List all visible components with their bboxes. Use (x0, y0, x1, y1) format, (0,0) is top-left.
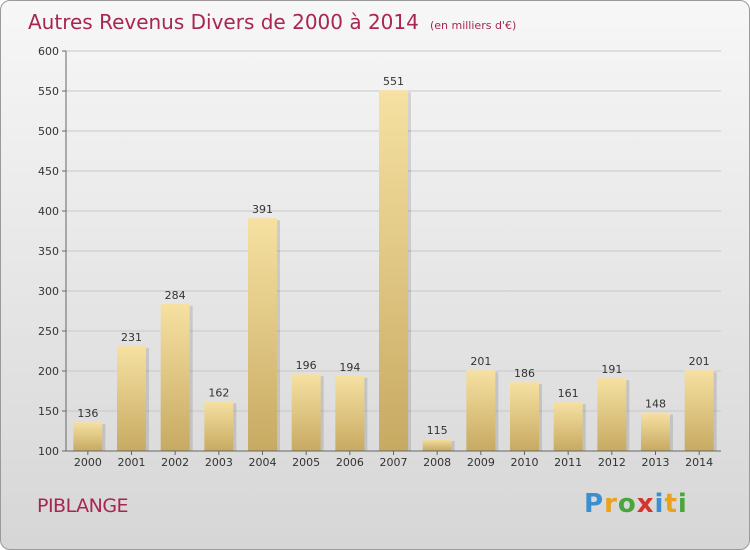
value-label: 186 (514, 367, 535, 380)
x-tick-label: 2005 (292, 456, 320, 469)
chart-title: Autres Revenus Divers de 2000 à 2014 (28, 10, 419, 34)
y-tick-label: 400 (38, 205, 59, 218)
x-tick-label: 2000 (74, 456, 102, 469)
x-tick-label: 2013 (642, 456, 670, 469)
value-label: 115 (427, 424, 448, 437)
y-tick-label: 100 (38, 445, 59, 458)
logo-letter: o (617, 489, 637, 519)
value-label: 231 (121, 331, 142, 344)
x-tick-label: 2003 (205, 456, 233, 469)
bar-2004 (248, 218, 277, 451)
logo-letter: x (636, 489, 655, 519)
bar-2001 (117, 346, 146, 451)
bar-2014 (684, 370, 714, 451)
value-label: 284 (165, 289, 186, 302)
value-label: 201 (470, 355, 491, 368)
x-axis-ticks: 2000 2001 2002 2003 2004 2005 2006 2007 2008 2009… (74, 451, 713, 469)
x-tick-label: 2008 (423, 456, 451, 469)
logo-letter: i (677, 489, 688, 519)
value-label: 201 (689, 355, 710, 368)
chart-subtitle: (en milliers d'€) (429, 19, 517, 32)
value-label: 194 (339, 361, 360, 374)
bars: 136 231 284 162 391 196 194 551 115 201 186 161 191 1… (73, 75, 717, 451)
y-tick-label: 500 (38, 125, 59, 138)
x-tick-label: 2011 (554, 456, 582, 469)
value-label: 148 (645, 398, 666, 411)
x-tick-label: 2014 (685, 456, 713, 469)
x-tick-label: 2002 (161, 456, 189, 469)
bar-2002 (160, 303, 190, 451)
x-tick-label: 2004 (249, 456, 277, 469)
y-tick-label: 600 (38, 45, 59, 58)
x-tick-label: 2012 (598, 456, 626, 469)
title-row: Autres Revenus Divers de 2000 à 2014 (en… (28, 10, 516, 34)
proxiti-logo: Proxiti (584, 489, 688, 519)
x-tick-label: 2007 (380, 456, 408, 469)
y-tick-label: 150 (38, 405, 59, 418)
y-axis-ticks: 100 150 200 250 300 350 400 450 500 550 600 (38, 45, 66, 458)
bar-2010 (510, 382, 539, 451)
y-tick-label: 550 (38, 85, 59, 98)
bar-2011 (553, 402, 583, 451)
x-tick-label: 2010 (511, 456, 539, 469)
bar-2009 (466, 370, 496, 451)
place-name: PIBLANGE (37, 495, 129, 517)
bar-2003 (204, 401, 234, 451)
bar-2012 (597, 378, 627, 451)
logo-letter: r (604, 489, 618, 519)
value-label: 136 (77, 407, 98, 420)
logo-letter: i (654, 489, 665, 519)
y-tick-label: 450 (38, 165, 59, 178)
bar-2005 (291, 374, 321, 451)
bar-2006 (335, 375, 365, 451)
value-label: 162 (208, 386, 229, 399)
y-tick-label: 200 (38, 365, 59, 378)
bar-2000 (73, 422, 103, 451)
value-label: 161 (558, 387, 579, 400)
bar-2007 (379, 90, 408, 451)
y-tick-label: 250 (38, 325, 59, 338)
logo-letter: t (664, 489, 678, 519)
x-tick-label: 2001 (118, 456, 146, 469)
y-tick-label: 350 (38, 245, 59, 258)
y-tick-label: 300 (38, 285, 59, 298)
x-tick-label: 2009 (467, 456, 495, 469)
bar-2008 (422, 439, 452, 451)
value-label: 196 (296, 359, 317, 372)
bar-2013 (641, 412, 670, 451)
value-label: 391 (252, 203, 273, 216)
value-label: 551 (383, 75, 404, 88)
logo-letter: P (584, 489, 605, 519)
value-label: 191 (601, 363, 622, 376)
x-tick-label: 2006 (336, 456, 364, 469)
